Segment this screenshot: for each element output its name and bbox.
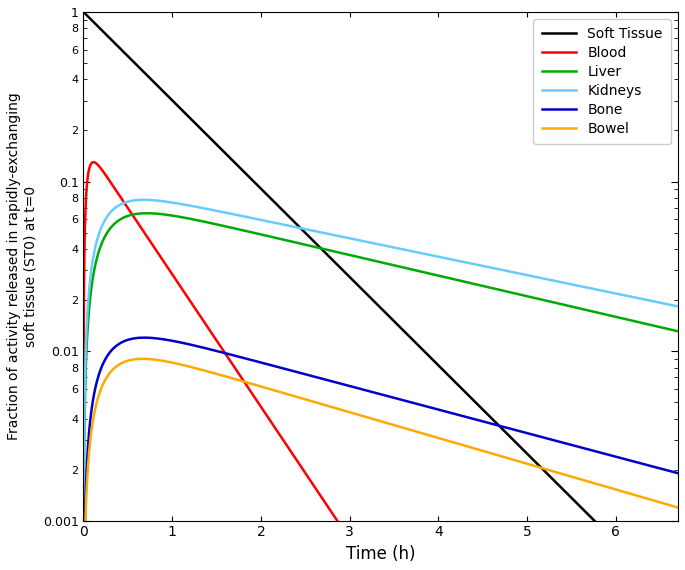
Soft Tissue: [674, 525, 682, 532]
Bowel: [79, 525, 88, 532]
Blood: [79, 525, 88, 532]
Kidneys: [436, 254, 445, 260]
Liver: [79, 525, 88, 532]
Soft Tissue: [306, 235, 314, 242]
Liver: [523, 293, 532, 300]
Blood: [523, 525, 532, 532]
Kidneys: [569, 281, 577, 288]
Bone: [466, 414, 475, 421]
Soft Tissue: [79, 9, 88, 15]
Bone: [569, 442, 577, 449]
Line: Soft Tissue: Soft Tissue: [84, 12, 678, 528]
Liver: [674, 328, 682, 335]
Line: Bowel: Bowel: [84, 359, 678, 528]
Liver: [142, 210, 151, 217]
Kidneys: [188, 202, 196, 209]
Line: Kidneys: Kidneys: [84, 200, 678, 528]
Bone: [140, 334, 149, 341]
Kidneys: [674, 303, 682, 310]
Soft Tissue: [187, 116, 195, 123]
Bone: [188, 341, 196, 348]
Bowel: [523, 461, 532, 467]
Soft Tissue: [436, 364, 444, 371]
Bone: [523, 430, 532, 437]
Bowel: [188, 364, 196, 371]
Bone: [307, 372, 315, 379]
Kidneys: [307, 227, 315, 234]
Legend: Soft Tissue, Blood, Liver, Kidneys, Bone, Bowel: Soft Tissue, Blood, Liver, Kidneys, Bone…: [533, 19, 671, 144]
X-axis label: Time (h): Time (h): [346, 545, 416, 563]
Kidneys: [466, 260, 475, 267]
Bowel: [569, 474, 577, 481]
Blood: [569, 525, 577, 532]
Line: Blood: Blood: [84, 162, 678, 528]
Bowel: [436, 435, 445, 442]
Y-axis label: Fraction of activity released in rapidly-exchanging
soft tissue (ST0) at t=0: Fraction of activity released in rapidly…: [7, 92, 37, 440]
Soft Tissue: [598, 525, 606, 532]
Bowel: [674, 504, 682, 511]
Blood: [307, 478, 315, 484]
Kidneys: [79, 525, 88, 532]
Liver: [466, 280, 475, 287]
Line: Bone: Bone: [84, 337, 678, 528]
Bone: [436, 406, 445, 413]
Liver: [436, 272, 445, 279]
Bowel: [307, 397, 315, 404]
Liver: [569, 303, 577, 310]
Bowel: [466, 444, 475, 451]
Blood: [436, 525, 445, 532]
Line: Liver: Liver: [84, 213, 678, 528]
Soft Tissue: [466, 393, 474, 400]
Soft Tissue: [568, 495, 576, 502]
Kidneys: [140, 197, 148, 203]
Kidneys: [523, 272, 532, 279]
Liver: [188, 215, 196, 222]
Blood: [674, 525, 682, 532]
Bone: [79, 525, 88, 532]
Soft Tissue: [523, 450, 532, 457]
Liver: [307, 243, 315, 250]
Blood: [90, 159, 98, 166]
Bowel: [138, 356, 147, 363]
Bone: [674, 470, 682, 477]
Blood: [466, 525, 475, 532]
Blood: [188, 300, 196, 307]
